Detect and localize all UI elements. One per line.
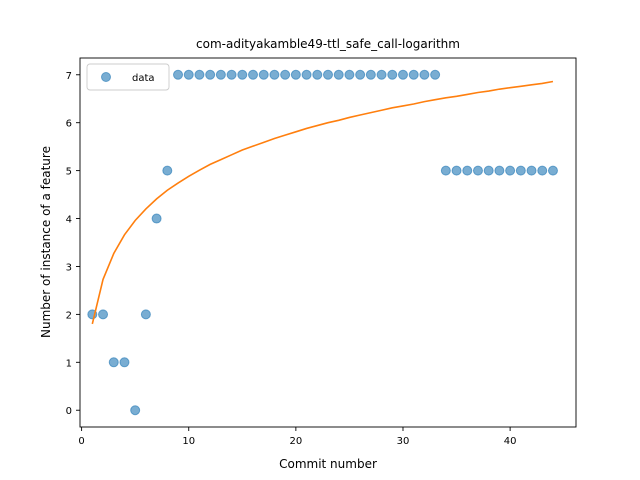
- data-point: [537, 165, 548, 176]
- data-point: [387, 69, 398, 80]
- data-point: [140, 309, 151, 320]
- plot-area: [87, 69, 558, 416]
- data-point: [430, 69, 441, 80]
- data-point: [547, 165, 558, 176]
- legend-marker: [101, 72, 111, 82]
- data-point: [226, 69, 237, 80]
- data-point: [248, 69, 259, 80]
- data-point: [419, 69, 430, 80]
- data-point: [108, 357, 119, 368]
- data-point: [355, 69, 366, 80]
- data-point: [515, 165, 526, 176]
- data-point: [301, 69, 312, 80]
- x-tick-label: 30: [397, 436, 410, 447]
- legend-box: [86, 63, 170, 91]
- data-point: [215, 69, 226, 80]
- data-point: [130, 405, 141, 416]
- data-point: [365, 69, 376, 80]
- fit-line: [91, 80, 554, 325]
- y-axis-label: Number of instance of a feature: [39, 146, 53, 338]
- y-axis: 0 1 2 3 4 5 6 7: [66, 71, 80, 417]
- data-point: [526, 165, 537, 176]
- x-tick-label: 0: [78, 436, 84, 447]
- data-point: [269, 69, 280, 80]
- data-point: [323, 69, 333, 80]
- y-tick-label: 0: [66, 406, 72, 417]
- y-tick-label: 4: [66, 215, 72, 226]
- data-point: [505, 165, 516, 176]
- data-point: [494, 165, 505, 176]
- y-tick-label: 5: [66, 167, 72, 178]
- data-point: [440, 165, 451, 176]
- x-tick-label: 20: [289, 436, 302, 447]
- legend-label-data: data: [132, 73, 155, 84]
- y-tick-label: 6: [66, 119, 72, 130]
- legend: data: [86, 63, 170, 91]
- data-point: [408, 69, 419, 80]
- data-point: [280, 69, 291, 80]
- data-point: [312, 69, 323, 80]
- data-point: [258, 69, 269, 80]
- x-axis-label: Commit number: [279, 457, 377, 471]
- x-axis: 0 10 20 30 40: [78, 427, 516, 447]
- data-point: [333, 69, 344, 80]
- data-point: [376, 69, 387, 80]
- data-point: [344, 69, 355, 80]
- data-point: [472, 165, 483, 176]
- axes-frame: [79, 57, 577, 428]
- y-tick-label: 1: [66, 358, 72, 369]
- data-point: [451, 165, 462, 176]
- data-point: [162, 165, 173, 176]
- y-tick-label: 7: [66, 71, 72, 82]
- data-point: [237, 69, 248, 80]
- chart-title: com-adityakamble49-ttl_safe_call-logarit…: [196, 37, 460, 51]
- data-point: [183, 69, 194, 80]
- data-point: [194, 69, 205, 80]
- data-point: [98, 309, 109, 320]
- y-tick-label: 3: [66, 262, 72, 273]
- data-point: [151, 213, 162, 224]
- x-tick-label: 40: [504, 436, 517, 447]
- data-point: [397, 69, 408, 80]
- data-point: [462, 165, 473, 176]
- data-point: [119, 357, 130, 368]
- data-point: [290, 69, 301, 80]
- data-point: [173, 69, 184, 80]
- data-point: [205, 69, 216, 80]
- y-tick-label: 2: [66, 310, 72, 321]
- x-tick-label: 10: [182, 436, 195, 447]
- data-point: [483, 165, 494, 176]
